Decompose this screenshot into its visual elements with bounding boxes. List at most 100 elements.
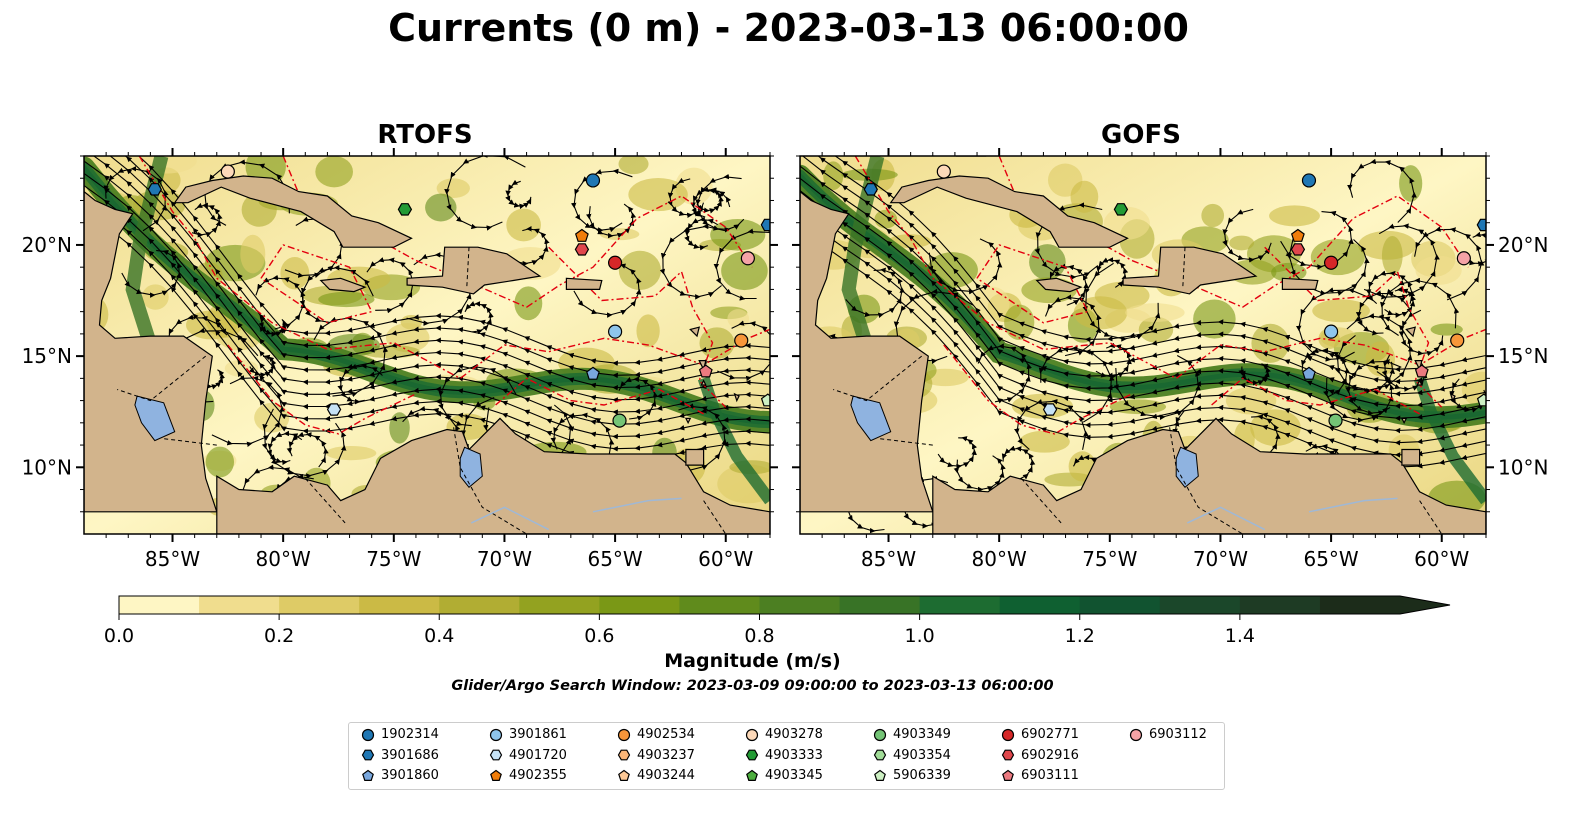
land <box>173 175 413 248</box>
float-marker-3901686 <box>863 183 878 196</box>
land <box>698 360 707 372</box>
float-marker-3901686 <box>760 218 770 232</box>
legend-marker-icon <box>1001 728 1015 741</box>
colorbar-outline <box>118 595 1451 615</box>
lon-tick-label: 85°W <box>145 547 200 571</box>
rtofs-map <box>83 155 771 535</box>
legend-item: 4903354 <box>873 746 951 766</box>
float-marker-4903349 <box>1328 413 1343 428</box>
legend-label: 4903278 <box>765 727 823 742</box>
eez-boundary <box>227 344 417 435</box>
legend-item: 6903112 <box>1129 725 1207 745</box>
colorbar-tick-label: 0.8 <box>744 625 774 647</box>
legend-marker-icon <box>745 728 759 741</box>
colorbar-segment <box>359 596 440 614</box>
speed-patch <box>710 218 766 251</box>
legend-marker <box>1129 728 1143 741</box>
eez-boundary <box>260 244 373 324</box>
legend-item: 4903345 <box>745 766 823 786</box>
land <box>733 392 740 403</box>
lon-tick-label: 75°W <box>366 547 421 571</box>
float-marker-6902916 <box>1290 243 1306 256</box>
legend-marker-icon <box>873 749 887 761</box>
colorbar-segment <box>599 596 680 614</box>
colorbar-segment <box>759 596 841 614</box>
river <box>1186 506 1266 531</box>
float-marker-6903112 <box>1456 251 1471 266</box>
eez-boundary <box>1211 377 1420 415</box>
speed-patch <box>506 208 541 242</box>
colorbar-tick-label: 0.6 <box>584 625 614 647</box>
lon-tick-label: 60°W <box>698 547 753 571</box>
colorbar-segment <box>839 596 921 614</box>
land <box>319 277 367 293</box>
figure-title: Currents (0 m) - 2023-03-13 06:00:00 <box>388 6 1189 50</box>
country-border <box>304 478 346 524</box>
lon-tick-label: 80°W <box>972 547 1027 571</box>
land <box>932 417 1486 534</box>
colorbar-segment <box>1319 596 1400 614</box>
float-legend: 1902314 3901686 3901860 3901861 4901720 49023… <box>348 722 1225 790</box>
speed-patch <box>1381 235 1403 276</box>
speed-patch <box>224 359 259 377</box>
legend-marker <box>490 769 502 781</box>
legend-marker <box>362 769 374 781</box>
legend-label: 4901720 <box>509 747 567 763</box>
float-marker-4902534 <box>1450 333 1465 348</box>
colorbar-tick-label: 0.0 <box>104 625 134 647</box>
speed-patch <box>636 314 660 348</box>
legend-marker-icon <box>746 769 758 781</box>
colorbar-segment <box>279 596 360 614</box>
eez-boundary <box>943 344 1133 435</box>
float-marker-5906339 <box>1476 393 1486 407</box>
legend-marker-icon <box>361 728 375 741</box>
legend-marker-icon <box>362 769 374 781</box>
country-border <box>117 355 207 402</box>
colorbar-segment <box>999 596 1081 614</box>
streamline <box>103 156 770 366</box>
map-frame <box>799 155 1487 535</box>
legend-marker-icon <box>1001 749 1015 761</box>
legend-marker-icon <box>1129 728 1143 741</box>
country-border <box>1169 427 1243 534</box>
lat-tick-label: 15°N <box>1498 344 1548 368</box>
lat-tick-label: 20°N <box>22 233 72 257</box>
legend-marker <box>1001 749 1015 761</box>
land <box>1416 379 1423 386</box>
colorbar-segment <box>1079 596 1161 614</box>
legend-label: 3901860 <box>381 768 439 783</box>
legend-marker <box>361 749 375 761</box>
float-marker-3901861 <box>607 324 623 339</box>
legend-label: 3901686 <box>381 747 439 763</box>
legend-marker-icon <box>490 769 502 781</box>
country-border <box>1020 478 1062 524</box>
country-border <box>453 427 527 534</box>
lon-tick-label: 85°W <box>861 547 916 571</box>
land <box>689 326 701 338</box>
land <box>1035 277 1083 293</box>
speed-patch <box>1125 303 1185 322</box>
lake <box>850 395 892 442</box>
legend-marker <box>617 728 631 741</box>
float-marker-4902534 <box>734 333 749 348</box>
legend-item: 4903237 <box>617 746 695 766</box>
colorbar-segment <box>119 596 200 614</box>
lat-tick-label: 15°N <box>22 344 72 368</box>
legend-item: 4901720 <box>489 746 567 766</box>
float-marker-5906339 <box>760 393 770 407</box>
legend-marker <box>617 749 631 761</box>
speed-patch <box>205 446 235 478</box>
legend-marker <box>361 728 375 741</box>
float-marker-6903111 <box>1414 364 1429 378</box>
lon-tick-label: 65°W <box>587 547 642 571</box>
river <box>1308 497 1398 513</box>
float-marker-4903349 <box>612 413 627 428</box>
float-marker-6902771 <box>1323 255 1339 270</box>
speed-patch <box>240 234 266 274</box>
float-marker-3901686 <box>147 183 162 196</box>
legend-marker-icon <box>873 728 887 741</box>
panel-title-gofs: GOFS <box>1101 120 1181 150</box>
eez-boundary <box>495 377 704 415</box>
country-border <box>833 355 923 402</box>
legend-label: 4903333 <box>765 747 823 763</box>
